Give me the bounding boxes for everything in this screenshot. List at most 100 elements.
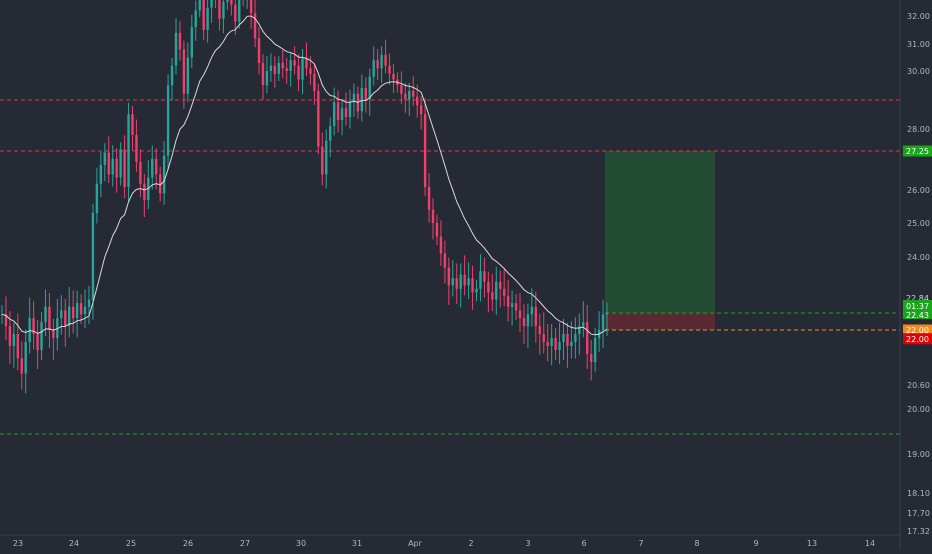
candle-61 [242, 0, 244, 7]
candle-88 [348, 89, 352, 129]
candle-132 [522, 303, 526, 344]
candle-7 [28, 297, 31, 354]
candle-13 [52, 318, 55, 360]
candle-109 [431, 198, 435, 240]
candle-104 [412, 76, 415, 106]
candle-125 [495, 267, 498, 315]
candle-31 [123, 135, 126, 199]
candle-106 [419, 96, 423, 130]
candle-30 [119, 142, 122, 186]
candle-117 [463, 255, 466, 296]
candle-14 [56, 298, 59, 351]
candle-138 [546, 324, 549, 362]
candle-44 [174, 18, 178, 75]
candle-58 [230, 0, 233, 16]
time-tick-6: 31 [352, 539, 362, 548]
candle-87 [344, 92, 348, 126]
candle-68 [269, 53, 273, 82]
price-axis[interactable]: 32.00 31.00 30.00 28.00 26.00 25.00 24.00 20.60… [907, 12, 930, 536]
time-axis[interactable]: 23 24 25 26 27 30 31 Apr 2 3 6 7 8 9 13 14 [13, 539, 875, 548]
candle-49 [194, 0, 197, 41]
candle-124 [491, 274, 494, 312]
candle-46 [182, 40, 186, 109]
candle-18 [71, 290, 75, 334]
candle-89 [352, 83, 356, 117]
svg-text:22.43: 22.43 [906, 311, 929, 320]
candle-79 [313, 64, 316, 105]
candle-130 [514, 294, 518, 321]
candle-120 [475, 279, 478, 302]
svg-text:27.25: 27.25 [906, 147, 929, 156]
candle-91 [360, 74, 364, 122]
time-tick-10: 6 [581, 539, 586, 548]
candle-36 [143, 173, 146, 217]
position-tool[interactable] [605, 151, 715, 330]
candle-21 [83, 289, 87, 329]
stop-zone[interactable] [605, 313, 715, 330]
candle-85 [336, 90, 340, 133]
candle-131 [518, 292, 522, 332]
candle-22 [87, 285, 91, 325]
candle-76 [301, 48, 304, 95]
candle-146 [578, 313, 581, 355]
price-tick-3: 28.00 [907, 125, 930, 134]
candle-143 [566, 322, 569, 368]
candle-62 [246, 0, 248, 9]
svg-text:22.84: 22.84 [906, 294, 929, 303]
candle-9 [36, 320, 39, 370]
price-label-0: 27.25 [903, 145, 932, 157]
time-tick-15: 14 [865, 539, 875, 548]
candle-110 [435, 214, 439, 246]
candle-42 [166, 74, 170, 170]
candle-142 [562, 318, 565, 360]
candle-126 [499, 270, 502, 308]
candle-153 [605, 302, 609, 336]
candle-56 [222, 0, 225, 34]
candle-147 [582, 301, 585, 338]
candle-113 [447, 257, 451, 305]
candle-39 [155, 148, 158, 190]
candle-94 [372, 46, 375, 86]
time-tick-3: 26 [183, 539, 193, 548]
candle-133 [526, 303, 530, 348]
candle-93 [368, 68, 371, 116]
candle-80 [317, 83, 320, 155]
price-tick-2: 30.00 [907, 67, 930, 76]
price-label-1: 22.84 [906, 294, 929, 303]
candle-38 [151, 145, 154, 190]
candle-43 [170, 57, 174, 101]
candle-123 [487, 271, 490, 313]
moving-average-line [1, 15, 608, 336]
price-tick-11: 17.70 [907, 509, 930, 518]
candle-96 [380, 46, 383, 83]
candle-66 [261, 54, 265, 100]
candle-152 [601, 300, 605, 348]
svg-text:22.00: 22.00 [906, 335, 929, 344]
candle-10 [40, 312, 43, 360]
candle-83 [329, 117, 332, 158]
candle-116 [459, 263, 462, 308]
candle-98 [388, 53, 391, 85]
candle-2 [8, 311, 12, 364]
candle-29 [115, 148, 118, 193]
candle-129 [510, 290, 514, 326]
profit-zone[interactable] [605, 151, 715, 313]
candle-92 [364, 77, 367, 113]
candle-141 [558, 322, 561, 364]
candle-41 [162, 141, 166, 205]
time-tick-13: 9 [753, 539, 758, 548]
candle-122 [483, 257, 486, 298]
candle-103 [408, 82, 411, 116]
price-tick-9: 19.00 [907, 450, 930, 459]
candle-11 [44, 289, 47, 336]
candle-107 [423, 98, 427, 197]
candle-77 [305, 42, 308, 77]
candle-137 [542, 312, 545, 354]
candle-128 [506, 279, 510, 322]
candle-112 [443, 240, 447, 284]
price-label-sub-2: 01:37 [906, 302, 929, 311]
candle-51 [202, 0, 205, 40]
